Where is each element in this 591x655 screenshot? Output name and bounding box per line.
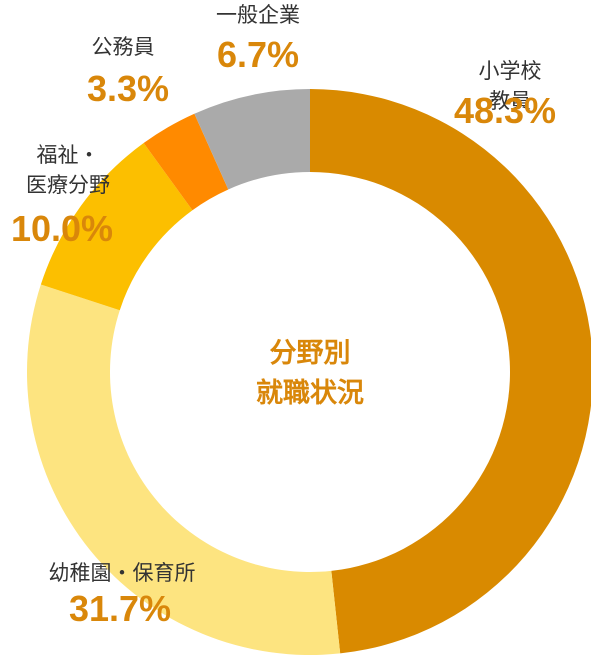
- value-label: 48.3%: [453, 90, 557, 131]
- center-line: 就職状況: [256, 378, 364, 409]
- donut-segment: [194, 89, 310, 190]
- value-label: 6.7%: [216, 34, 300, 75]
- category-label: 一般企業: [216, 3, 300, 27]
- donut-segment: [143, 113, 229, 211]
- value-label: 3.3%: [86, 68, 170, 109]
- center-line: 分野別: [269, 338, 351, 369]
- category-label: 福祉・ 医療分野: [26, 143, 110, 197]
- donut-segment: [40, 143, 193, 311]
- value-label: 10.0%: [10, 208, 114, 249]
- donut-segment: [27, 284, 341, 655]
- category-label: 小学校教員: [478, 59, 542, 113]
- value-label: 31.7%: [68, 588, 172, 629]
- donut-segment: [310, 89, 591, 654]
- category-label: 公務員: [91, 35, 155, 59]
- category-label: 幼稚園・保育所: [48, 561, 196, 585]
- center-text: 分野別 就職状況: [256, 334, 364, 414]
